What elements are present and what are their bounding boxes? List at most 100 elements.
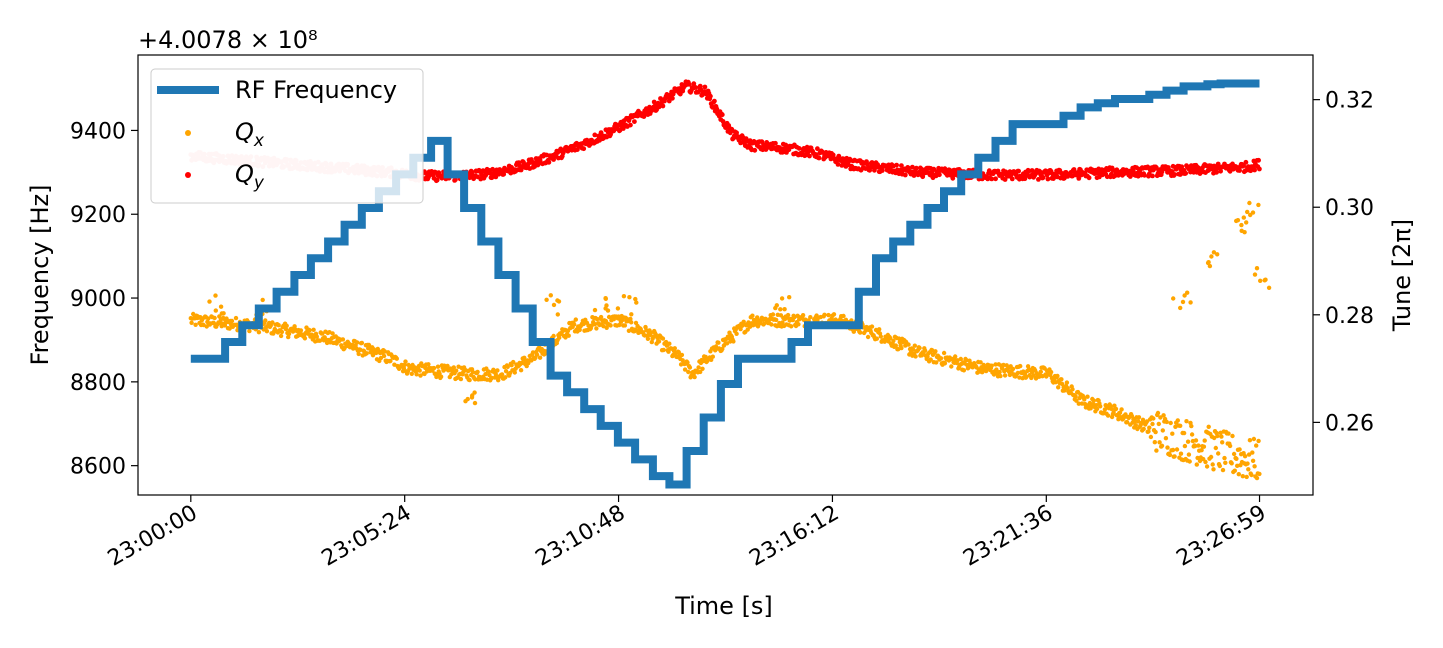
qx-point bbox=[1194, 462, 1200, 467]
qy-point bbox=[493, 174, 499, 180]
y-axis-left: 8600 8800 9000 9200 9400 bbox=[70, 119, 138, 480]
y-right-tick-label: 0.30 bbox=[1325, 196, 1374, 221]
qx-point bbox=[458, 376, 464, 382]
qx-point bbox=[213, 308, 218, 313]
qx-point bbox=[206, 316, 211, 321]
qx-point bbox=[1153, 429, 1158, 435]
qx-point bbox=[734, 331, 739, 336]
qx-point bbox=[1156, 421, 1162, 427]
qx-point bbox=[1064, 380, 1070, 385]
qx-point bbox=[906, 342, 911, 347]
qx-point bbox=[1170, 447, 1176, 453]
qx-point bbox=[933, 349, 938, 354]
qy-point bbox=[501, 171, 507, 177]
qx-point bbox=[826, 312, 831, 318]
qy-point bbox=[937, 172, 942, 178]
qx-point bbox=[628, 316, 633, 322]
qy-point bbox=[1218, 168, 1223, 174]
qx-point bbox=[1165, 445, 1170, 450]
qx-point bbox=[1147, 425, 1152, 430]
qy-point bbox=[1040, 175, 1046, 180]
qx-point bbox=[800, 313, 806, 318]
qx-point bbox=[1215, 252, 1220, 257]
qx-point bbox=[1140, 417, 1146, 422]
qx-point bbox=[1105, 413, 1111, 418]
qx-point bbox=[604, 303, 609, 308]
qx-point bbox=[1076, 401, 1082, 406]
x-axis-label: Time [s] bbox=[674, 592, 773, 620]
qx-point bbox=[1151, 416, 1156, 421]
qx-point bbox=[1124, 420, 1130, 425]
qy-point bbox=[1002, 177, 1008, 182]
qx-point bbox=[1109, 406, 1114, 411]
qx-point bbox=[1188, 300, 1193, 305]
qx-point bbox=[189, 320, 194, 325]
x-tick-label: 23:26:59 bbox=[1172, 501, 1270, 572]
qx-point bbox=[1136, 419, 1141, 424]
qy-point bbox=[1214, 169, 1219, 175]
qx-point bbox=[1244, 220, 1249, 225]
qx-point bbox=[1239, 222, 1244, 228]
qx-point bbox=[1159, 443, 1165, 448]
qx-point bbox=[286, 331, 292, 337]
qy-point bbox=[628, 122, 633, 128]
qx-point bbox=[700, 366, 705, 371]
x-tick-label: 23:16:12 bbox=[745, 501, 843, 572]
qx-point bbox=[1144, 419, 1150, 424]
qx-point bbox=[388, 358, 393, 364]
qx-point bbox=[1172, 454, 1177, 459]
qx-point bbox=[1164, 419, 1169, 425]
qx-point bbox=[686, 369, 691, 375]
y-left-tick-label: 9000 bbox=[70, 287, 126, 312]
qx-point bbox=[302, 336, 308, 341]
qx-point bbox=[418, 373, 423, 378]
qx-point bbox=[1158, 415, 1163, 420]
qx-point bbox=[1236, 472, 1242, 477]
qx-point bbox=[1208, 454, 1214, 460]
legend-qx-marker bbox=[185, 130, 191, 136]
qx-point bbox=[698, 369, 703, 375]
qy-point bbox=[1256, 157, 1261, 163]
qx-point bbox=[1230, 433, 1235, 439]
qx-point bbox=[1229, 461, 1234, 466]
qx-point bbox=[431, 365, 437, 371]
qx-point bbox=[769, 322, 774, 327]
qx-point bbox=[227, 326, 232, 331]
qx-point bbox=[414, 372, 419, 377]
qx-point bbox=[1220, 467, 1226, 473]
qy-point bbox=[1016, 168, 1021, 174]
qx-point bbox=[1252, 272, 1258, 277]
qx-point bbox=[1246, 452, 1252, 457]
qy-point bbox=[764, 140, 770, 145]
qx-point bbox=[1085, 394, 1090, 399]
qx-point bbox=[1206, 260, 1211, 265]
legend: RF Frequency Qx Qy bbox=[150, 68, 424, 204]
x-tick-label: 23:05:24 bbox=[318, 501, 416, 572]
qx-point bbox=[660, 336, 666, 341]
qx-point bbox=[1056, 385, 1061, 390]
qx-point bbox=[356, 351, 361, 357]
qx-point bbox=[1001, 362, 1006, 368]
qx-point bbox=[544, 297, 549, 302]
qx-point bbox=[394, 356, 399, 361]
qx-point bbox=[278, 333, 284, 339]
qx-point bbox=[770, 312, 776, 317]
y-axis-left-label: Frequency [Hz] bbox=[26, 185, 54, 366]
qy-point bbox=[899, 163, 904, 169]
qy-point bbox=[434, 177, 440, 183]
qx-point bbox=[1235, 218, 1241, 223]
qx-point bbox=[978, 360, 983, 365]
qy-point bbox=[1252, 167, 1257, 173]
qx-point bbox=[551, 302, 557, 308]
qx-point bbox=[917, 345, 922, 351]
qx-point bbox=[1148, 434, 1154, 440]
qx-point bbox=[720, 346, 725, 352]
qx-point bbox=[1007, 372, 1013, 378]
y-left-tick-label: 8600 bbox=[70, 455, 126, 480]
qx-point bbox=[284, 323, 289, 328]
qx-point bbox=[475, 369, 480, 375]
qy-point bbox=[719, 112, 725, 118]
qx-point bbox=[1219, 434, 1224, 439]
qx-point bbox=[1220, 440, 1225, 445]
qy-point bbox=[989, 176, 995, 182]
